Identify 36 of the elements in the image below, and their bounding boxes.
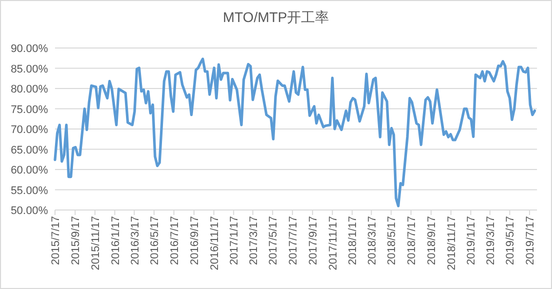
y-tick-label: 75.00%: [10, 104, 48, 116]
x-tick-label: 2019/1/17: [466, 216, 478, 265]
x-tick-label: 2016/1/17: [110, 216, 122, 265]
x-tick-label: 2018/9/17: [426, 216, 438, 265]
x-tick-label: 2016/11/17: [208, 216, 221, 270]
x-tick-label: 2018/11/17: [446, 216, 458, 270]
x-tick-label: 2016/9/17: [189, 216, 202, 265]
chart-title: MTO/MTP开工率: [222, 9, 330, 25]
line-series: [54, 58, 536, 208]
x-tick-label: 2018/5/17: [386, 216, 398, 265]
y-tick-label: 55.00%: [10, 184, 48, 197]
x-tick-label: 2019/3/17: [484, 216, 497, 265]
y-tick-label: 70.00%: [10, 124, 48, 136]
x-tick-label: 2018/7/17: [406, 216, 418, 265]
x-tick-label: 2019/5/17: [504, 216, 517, 265]
x-tick-label: 2015/11/17: [90, 216, 102, 270]
x-tick-label: 2017/1/17: [228, 216, 241, 265]
x-tick-label: 2017/3/17: [248, 216, 260, 265]
x-tick-label: 2018/3/17: [366, 216, 378, 265]
x-tick-label: 2015/7/17: [50, 216, 62, 265]
x-tick-label: 2018/1/17: [347, 216, 360, 265]
y-tick-label: 60.00%: [10, 164, 48, 176]
x-tick-label: 2015/9/17: [70, 216, 82, 265]
y-tick-label: 65.00%: [10, 144, 48, 156]
y-tick-label: 85.00%: [10, 63, 48, 76]
x-tick-label: 2017/11/17: [327, 216, 340, 270]
x-tick-label: 2016/3/17: [129, 216, 142, 265]
y-tick-label: 80.00%: [10, 84, 48, 96]
x-tick-label: 2016/5/17: [149, 216, 162, 265]
x-tick-label: 2016/7/17: [168, 216, 181, 265]
x-tick-label: 2017/7/17: [287, 216, 300, 265]
x-tick-label: 2017/9/17: [308, 216, 320, 265]
y-tick-label: 50.00%: [10, 205, 48, 217]
x-tick-label: 2017/5/17: [268, 216, 280, 265]
y-tick-label: 90.00%: [10, 43, 48, 55]
x-tick-label: 2019/7/17: [524, 216, 537, 265]
